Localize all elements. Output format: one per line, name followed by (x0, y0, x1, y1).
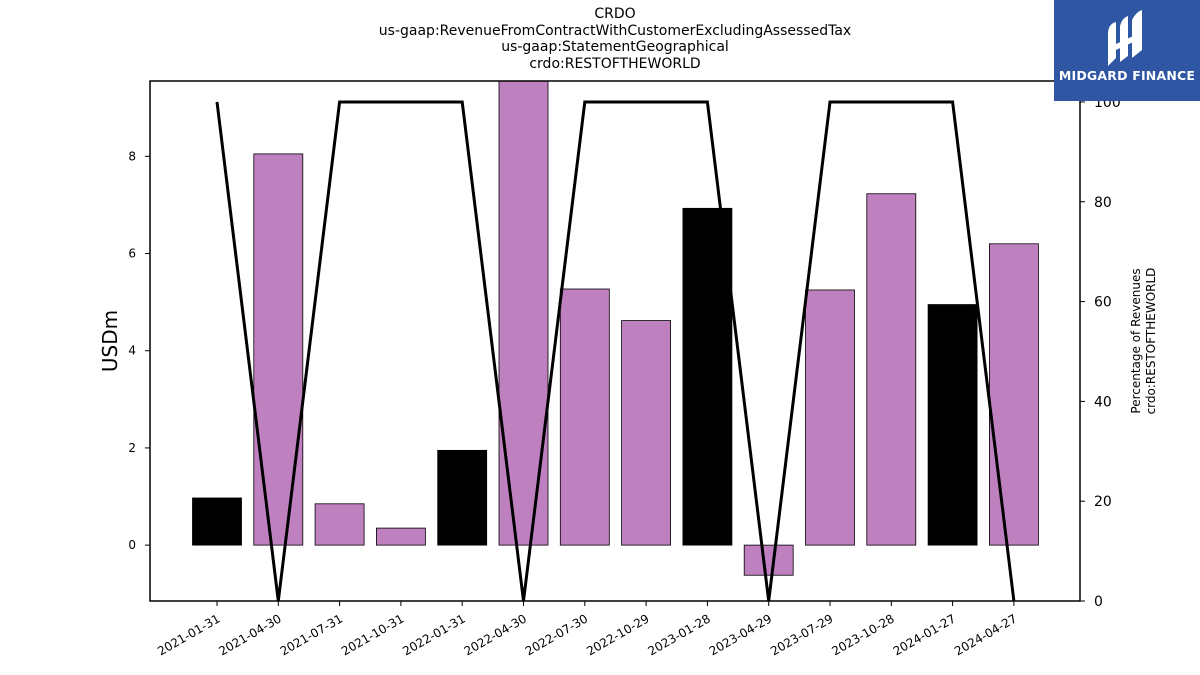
y2-tick-label: 20 (1094, 494, 1112, 510)
bar-2023-07-29 (805, 289, 855, 546)
title-axis: us-gaap:StatementGeographical (501, 39, 729, 55)
bar-2021-10-31 (375, 527, 426, 546)
logo-text: MIDGARD FINANCE (1058, 68, 1196, 83)
y-tick-label: 2 (128, 441, 136, 455)
y-axis-ticks: 0 2 4 6 8 (128, 149, 150, 552)
y-axis-label: USDm (98, 310, 122, 372)
midgard-logo-icon (1108, 10, 1142, 66)
bar-2021-01-31 (192, 497, 242, 546)
y2-tick-label: 0 (1094, 594, 1103, 610)
x-tick-label: 2023-07-29 (768, 611, 835, 658)
x-tick-label: 2023-01-28 (645, 611, 712, 658)
bar-2022-07-30 (559, 288, 610, 546)
bar-2024-04-27 (989, 243, 1039, 546)
x-tick-label: 2021-10-31 (339, 611, 406, 658)
bar-2021-07-31 (314, 503, 365, 546)
x-tick-label: 2023-04-29 (707, 611, 774, 658)
bar-2022-04-30 (498, 80, 549, 546)
y-tick-label: 0 (128, 538, 136, 552)
bar-group (192, 80, 1039, 576)
midgard-finance-logo: MIDGARD FINANCE (1054, 0, 1200, 101)
x-axis-ticks: 2021-01-312021-04-302021-07-312021-10-31… (155, 601, 1019, 658)
x-tick-label: 2022-07-30 (523, 611, 590, 658)
chart-title: CRDO us-gaap:RevenueFromContractWithCust… (0, 6, 1200, 72)
title-concept: us-gaap:RevenueFromContractWithCustomerE… (378, 22, 852, 39)
x-tick-label: 2023-10-28 (829, 611, 896, 658)
x-tick-label: 2022-10-29 (584, 611, 651, 658)
percentage-line-group (215, 100, 1016, 602)
bar-2024-01-27 (927, 304, 978, 546)
secondary-y-axis-label-line1: Percentage of Revenues (1129, 268, 1143, 413)
y2-tick-label: 60 (1094, 295, 1112, 311)
x-tick-label: 2024-04-27 (952, 611, 1019, 658)
y-tick-label: 8 (128, 149, 136, 163)
bar-2021-04-30 (253, 153, 304, 546)
secondary-y-axis-label-line2: crdo:RESTOFTHEWORLD (1144, 268, 1158, 415)
x-tick-label: 2021-04-30 (216, 611, 283, 658)
bar-2022-01-31 (437, 449, 488, 546)
x-tick-label: 2022-04-30 (462, 611, 529, 658)
x-tick-label: 2021-01-31 (155, 611, 222, 658)
x-tick-label: 2024-01-27 (891, 611, 958, 658)
percentage-line (215, 100, 1016, 602)
title-ticker: CRDO (594, 6, 636, 22)
bar-2023-10-28 (866, 193, 917, 546)
y-tick-label: 4 (128, 344, 136, 358)
bar-2023-01-28 (682, 207, 733, 546)
x-tick-label: 2022-01-31 (400, 611, 467, 658)
title-member: crdo:RESTOFTHEWORLD (529, 55, 701, 72)
bar-2023-04-29 (743, 544, 794, 576)
y2-tick-label: 40 (1094, 394, 1112, 410)
x-tick-label: 2021-07-31 (278, 611, 345, 658)
bar-2022-10-29 (621, 320, 671, 546)
y2-tick-label: 80 (1094, 195, 1112, 211)
plot-frame (149, 80, 1081, 602)
y-tick-label: 6 (128, 247, 136, 261)
